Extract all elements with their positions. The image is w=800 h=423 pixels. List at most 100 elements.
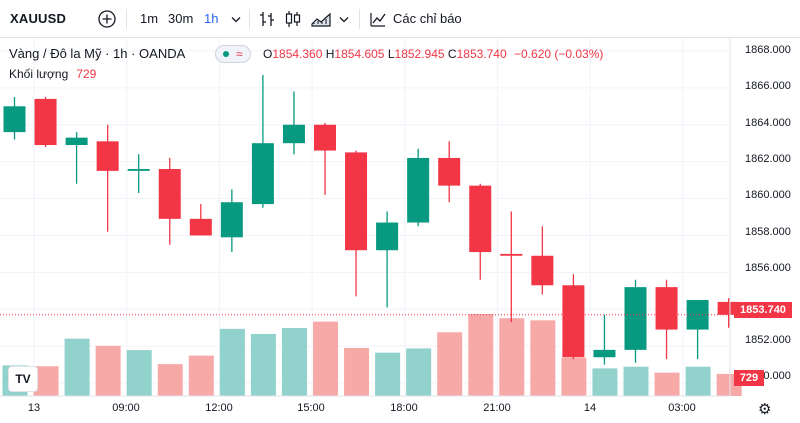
chart-legend-title: Vàng / Đô la Mỹ · 1h · OANDA: [9, 46, 186, 61]
price-tick-label: 1864.000: [745, 117, 791, 129]
volume-bar: [313, 321, 338, 396]
candle-body: [469, 185, 492, 253]
candlestick-icon[interactable]: [283, 9, 303, 29]
candle-body: [3, 106, 26, 133]
current-price-badge: 1853.740: [734, 302, 792, 318]
candle-body: [531, 255, 554, 286]
gear-icon[interactable]: ⚙: [758, 401, 772, 418]
toolbar-divider: [359, 9, 360, 29]
candle-body: [158, 169, 181, 219]
volume-bar: [406, 348, 432, 396]
candle-body: [65, 137, 88, 146]
candle-body: [127, 169, 150, 171]
volume-bar: [157, 364, 183, 396]
high-value: 1854.605: [334, 47, 385, 61]
symbol-label[interactable]: XAUUSD: [10, 11, 67, 26]
candle-body: [189, 218, 212, 236]
candle-body: [376, 222, 399, 251]
candle-body: [655, 287, 678, 330]
volume-bar: [685, 366, 711, 396]
candle-body: [314, 124, 336, 151]
volume-bar: [623, 366, 649, 396]
volume-bars: [2, 313, 742, 396]
close-value: 1853.740: [456, 47, 507, 61]
volume-bar: [344, 347, 370, 396]
candlestick-series: [3, 74, 740, 365]
volume-bar: [561, 357, 587, 396]
candle-body: [686, 300, 709, 330]
price-tick-label: 1862.000: [745, 153, 791, 165]
candle-body: [34, 98, 57, 146]
chevron-down-icon[interactable]: [334, 9, 354, 29]
current-volume-badge: 729: [734, 370, 764, 386]
volume-legend: Khối lượng 729: [9, 67, 96, 81]
price-tick-label: 1858.000: [745, 226, 791, 238]
volume-bar: [654, 372, 680, 396]
candle-body: [96, 141, 119, 171]
time-tick-label: 14: [583, 402, 597, 414]
price-tick-label: 1866.000: [745, 80, 791, 92]
volume-bar: [95, 345, 121, 396]
time-tick-label: 18:00: [390, 402, 418, 414]
plus-circle-icon[interactable]: [97, 9, 117, 29]
candle-body: [282, 124, 305, 144]
interval-1m-button[interactable]: 1m: [140, 11, 159, 26]
volume-bar: [375, 352, 401, 396]
volume-bar: [126, 350, 152, 396]
bar-chart-icon[interactable]: [257, 9, 277, 29]
candle-body: [624, 287, 647, 350]
volume-bar: [499, 318, 525, 396]
time-tick-label: 13: [27, 402, 41, 414]
price-tick-label: 1852.000: [745, 334, 791, 346]
time-tick-label: 12:00: [205, 402, 233, 414]
close-key: C: [447, 47, 457, 61]
volume-bar: [592, 368, 618, 396]
volume-bar: [468, 313, 494, 396]
time-tick-label: 03:00: [668, 402, 696, 414]
open-value: 1854.360: [272, 47, 323, 61]
candle-body: [562, 285, 585, 358]
tradingview-logo[interactable]: TV: [8, 366, 38, 392]
price-tick-label: 1868.000: [745, 44, 791, 56]
volume-label: Khối lượng: [9, 67, 69, 81]
indicators-button[interactable]: Các chỉ báo: [393, 11, 462, 26]
candle-body: [500, 253, 523, 256]
low-value: 1852.945: [394, 47, 445, 61]
volume-bar: [64, 338, 90, 396]
volume-bar: [437, 332, 463, 396]
volume-bar: [281, 328, 307, 396]
candle-body: [220, 202, 243, 238]
volume-bar: [250, 333, 276, 396]
chevron-down-icon[interactable]: [226, 9, 246, 29]
change-value: −0.620 (−0.03%): [514, 47, 604, 61]
legend-toggle[interactable]: ≈: [215, 45, 251, 63]
candle-body: [251, 143, 274, 205]
candle-body: [407, 157, 430, 223]
candle-body: [438, 157, 461, 186]
candle-body: [345, 152, 368, 251]
top-toolbar: XAUUSD 1m 30m 1h Các chỉ báo: [0, 0, 800, 38]
indicators-icon[interactable]: [368, 9, 388, 29]
high-key: H: [325, 47, 335, 61]
status-dot-icon: [223, 51, 229, 57]
time-tick-label: 21:00: [483, 402, 511, 414]
candle-body: [593, 349, 616, 358]
ohlc-values: O1854.360 H1854.605 L1852.945 C1853.740 …: [263, 47, 603, 61]
toolbar-divider: [249, 9, 250, 29]
low-key: L: [387, 47, 395, 61]
time-tick-label: 15:00: [297, 402, 325, 414]
time-tick-label: 09:00: [112, 402, 140, 414]
open-key: O: [263, 47, 273, 61]
volume-value: 729: [76, 67, 97, 81]
price-tick-label: 1856.000: [745, 262, 791, 274]
interval-30m-button[interactable]: 30m: [168, 11, 194, 26]
price-tick-label: 1860.000: [745, 189, 791, 201]
wave-icon: ≈: [236, 47, 243, 61]
volume-bar: [188, 355, 214, 396]
toolbar-divider: [126, 9, 127, 29]
interval-1h-button[interactable]: 1h: [204, 11, 219, 26]
volume-bar: [530, 320, 556, 396]
area-chart-icon[interactable]: [310, 9, 331, 29]
volume-bar: [219, 328, 245, 396]
